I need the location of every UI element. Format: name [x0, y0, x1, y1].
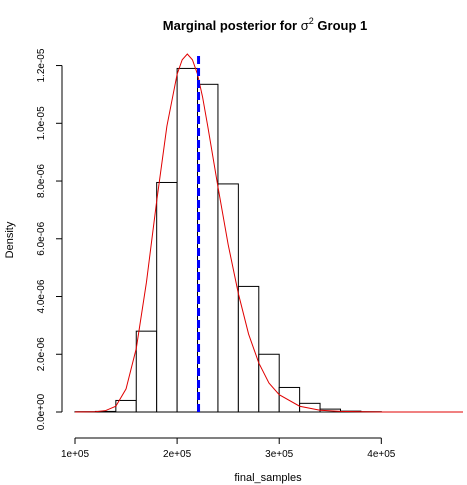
- y-axis-ticks: 0.0e+00 2.0e-06 4.0e-06 6.0e-06 8.0e-06 1.0e-…: [36, 48, 62, 430]
- y-tick-label-6: 1.2e-05: [36, 48, 47, 82]
- y-tick-label-3: 6.0e-06: [36, 221, 47, 255]
- histogram-bar-10: [278, 386, 301, 413]
- histogram-bar-8: [237, 285, 260, 413]
- histogram-bar-5: [176, 67, 199, 413]
- histogram-bar-11: [299, 402, 321, 413]
- histogram-bar-6: [197, 83, 219, 413]
- histogram-bars: [74, 67, 382, 413]
- x-axis-ticks: 1e+05 2e+05 3e+05 4e+05: [61, 438, 396, 460]
- x-tick-label-1: 2e+05: [163, 449, 192, 460]
- histogram-bar-3: [135, 330, 158, 413]
- y-tick-label-5: 1.0e-05: [36, 106, 47, 140]
- y-tick-label-4: 8.0e-06: [36, 164, 47, 198]
- y-tick-label-2: 4.0e-06: [36, 279, 47, 313]
- density-curve: [74, 53, 463, 413]
- chart-title-prefix: Marginal posterior for: [163, 18, 301, 33]
- y-tick-label-0: 0.0e+00: [36, 393, 47, 430]
- chart-title: Marginal posterior for σ2 Group 1: [163, 16, 367, 33]
- x-tick-label-0: 1e+05: [61, 449, 90, 460]
- x-axis-label: final_samples: [234, 472, 302, 484]
- histogram-bar-4: [156, 181, 178, 413]
- x-tick-label-2: 3e+05: [265, 449, 294, 460]
- chart-title-suffix: Group 1: [314, 18, 367, 33]
- chart-title-superscript: 2: [309, 16, 314, 26]
- y-axis-label: Density: [4, 221, 16, 258]
- y-tick-label-1: 2.0e-06: [36, 337, 47, 371]
- histogram-bar-7: [217, 183, 239, 413]
- histogram-bar-2: [115, 399, 137, 413]
- chart-title-symbol: σ: [301, 18, 309, 33]
- x-tick-label-3: 4e+05: [367, 449, 396, 460]
